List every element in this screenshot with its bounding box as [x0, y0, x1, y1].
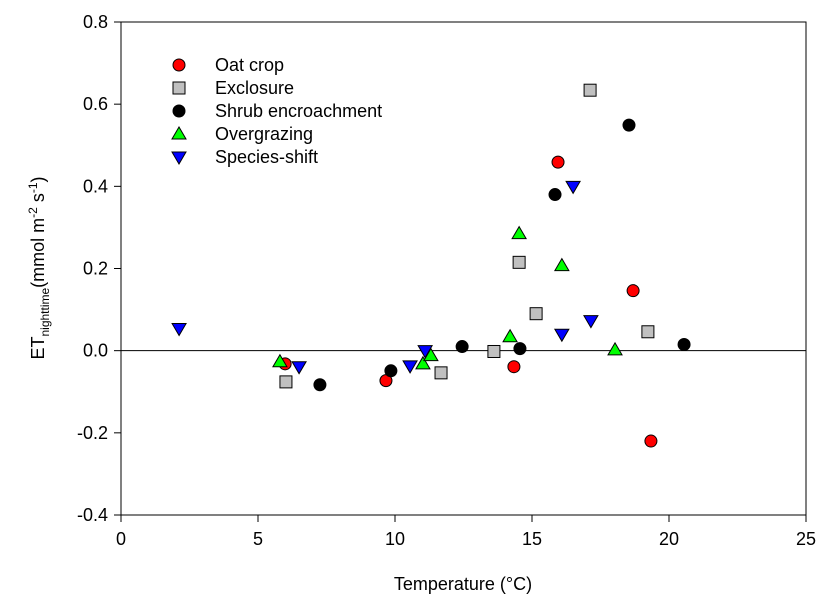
data-point: [551, 155, 565, 169]
data-point: [677, 338, 691, 352]
y-label-sup: -2: [26, 207, 40, 218]
data-point: [565, 180, 581, 195]
x-tick-label: 20: [659, 529, 679, 549]
data-point: [171, 322, 187, 337]
y-tick-label: 0.2: [83, 259, 108, 279]
data-point: [529, 307, 543, 321]
data-point: [272, 353, 288, 368]
y-label-unit: ): [28, 176, 48, 182]
x-tick-label: 5: [253, 529, 263, 549]
y-tick-label: 0.4: [83, 176, 108, 196]
data-point: [455, 340, 469, 354]
data-point: [607, 341, 623, 356]
legend-label: Species-shift: [215, 147, 318, 167]
data-point: [553, 257, 570, 272]
data-point: [507, 360, 521, 374]
data-point: [511, 225, 527, 240]
data-point: [502, 328, 518, 343]
data-point: [644, 434, 658, 448]
y-tick-label: -0.2: [77, 423, 108, 443]
legend-label: Exclosure: [215, 78, 294, 98]
legend-marker: [172, 104, 186, 118]
data-point: [415, 355, 431, 370]
legend-marker: [171, 126, 187, 140]
y-label-unit: s: [28, 193, 48, 207]
legend-marker: [171, 151, 187, 165]
y-tick-label: 0.8: [83, 12, 108, 32]
legend-label: Shrub encroachment: [215, 101, 382, 121]
data-point: [291, 361, 307, 375]
y-label-sub: nighttime: [38, 288, 52, 337]
data-point: [417, 345, 434, 359]
data-point: [553, 328, 570, 343]
data-point: [548, 188, 562, 202]
data-point: [626, 284, 640, 298]
data-point: [279, 375, 293, 389]
y-label-main: ET: [28, 337, 48, 360]
y-tick-label: 0.0: [83, 341, 108, 361]
x-tick-label: 15: [522, 529, 542, 549]
x-tick-label: 25: [796, 529, 816, 549]
data-point: [402, 360, 418, 374]
data-point: [622, 118, 636, 132]
y-tick-label: 0.6: [83, 94, 108, 114]
x-axis-label: Temperature (°C): [394, 574, 532, 594]
y-label-unit: (mmol m: [28, 218, 48, 288]
legend-label: Oat crop: [215, 55, 284, 75]
data-point: [583, 315, 599, 329]
x-tick-label: 10: [385, 529, 405, 549]
data-point: [384, 364, 398, 378]
y-axis-label: ETnighttime(mmol m-2 s-1): [26, 176, 52, 359]
y-tick-label: -0.4: [77, 505, 108, 525]
data-point: [512, 255, 526, 269]
data-point: [583, 83, 597, 97]
legend-marker: [172, 58, 186, 72]
data-point: [434, 366, 448, 380]
data-point: [513, 342, 527, 356]
legend-label: Overgrazing: [215, 124, 313, 144]
data-point: [313, 378, 327, 392]
y-label-sup: -1: [26, 182, 40, 193]
data-point: [487, 344, 501, 358]
x-tick-label: 0: [116, 529, 126, 549]
data-point: [641, 325, 655, 339]
legend-marker: [172, 81, 186, 95]
